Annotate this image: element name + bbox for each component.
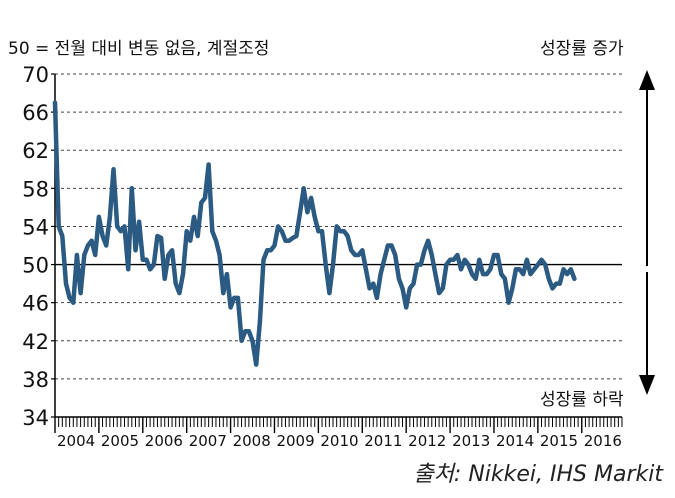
x-tick-label: 2004: [57, 432, 95, 450]
x-tick-labels: 2004 2005 2006 2007 2008 2009 2010 2011 2012 2013…: [57, 432, 622, 450]
arrow-down-label: 성장률 하락: [540, 390, 624, 410]
y-tick-label: 38: [22, 368, 49, 392]
x-tick-label: 2011: [364, 432, 402, 450]
y-tick-label: 50: [22, 254, 49, 278]
x-tick-label: 2012: [408, 432, 446, 450]
y-tick-label: 58: [22, 177, 49, 201]
y-tick-label: 42: [22, 330, 49, 354]
arrow-up-label: 성장률 증가: [540, 39, 624, 59]
x-tick-label: 2009: [276, 432, 314, 450]
x-tick-label: 2007: [189, 432, 227, 450]
x-tick-label: 2005: [101, 432, 139, 450]
x-tick-label: 2013: [452, 432, 490, 450]
series-line: [52, 100, 577, 367]
x-tick-label: 2015: [540, 432, 578, 450]
growth-direction-arrow: [639, 70, 655, 395]
y-tick-label: 54: [22, 215, 49, 239]
x-tick-label: 2016: [584, 432, 622, 450]
x-tick-label: 2014: [496, 432, 534, 450]
x-tick-label: 2006: [145, 432, 183, 450]
y-tick-labels: 34 38 42 46 50 54 58 62 66 70: [22, 63, 49, 430]
y-tick-label: 62: [22, 139, 49, 163]
y-tick-label: 46: [22, 292, 49, 316]
axes: [51, 73, 623, 433]
y-tick-label: 70: [22, 63, 49, 87]
chart-note: 50 = 전월 대비 변동 없음, 계절조정: [8, 39, 270, 59]
source-label: 출처: Nikkei, IHS Markit: [413, 462, 663, 487]
y-tick-label: 34: [22, 406, 49, 430]
y-tick-label: 66: [22, 101, 49, 125]
x-tick-label: 2008: [233, 432, 271, 450]
x-tick-label: 2010: [320, 432, 358, 450]
